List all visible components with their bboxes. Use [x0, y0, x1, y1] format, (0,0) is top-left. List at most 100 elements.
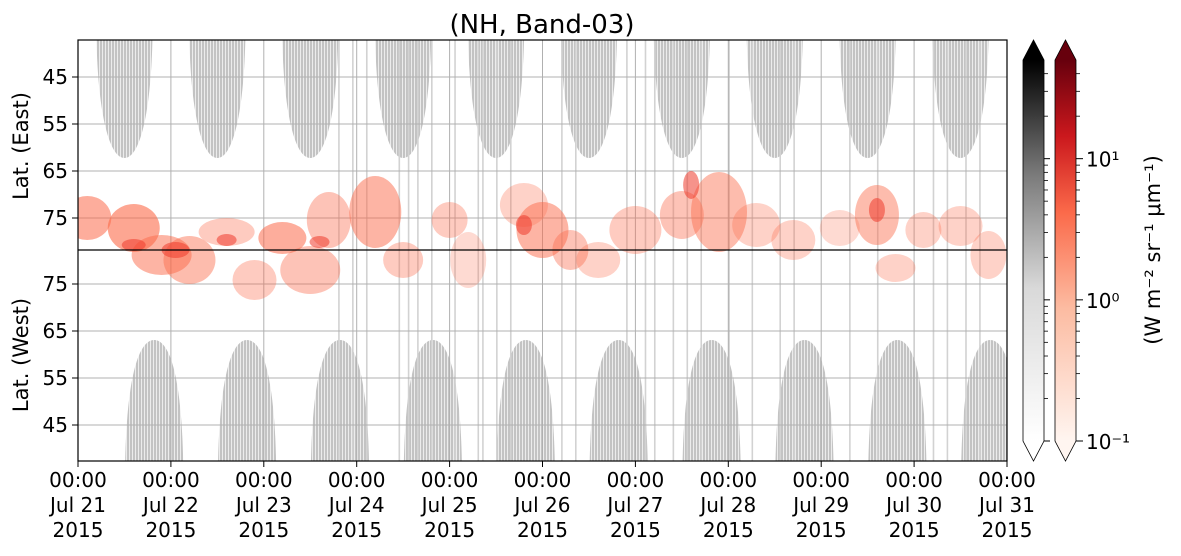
x-tick-label: Jul 24	[327, 493, 385, 517]
x-tick-label: 2015	[889, 518, 940, 542]
sunlit-mask-west	[496, 340, 555, 461]
x-tick-label: 2015	[703, 518, 754, 542]
emission-hotspot	[683, 171, 700, 199]
x-tick-label: 2015	[796, 518, 847, 542]
sunlit-mask-east	[96, 40, 153, 158]
x-tick-label: Jul 29	[791, 493, 849, 517]
emission-patch	[258, 222, 307, 254]
x-tick-label: 2015	[145, 518, 196, 542]
y-tick-west-label: 45	[43, 413, 68, 437]
x-tick-label: Jul 26	[513, 493, 571, 517]
colorbar-greys	[1022, 39, 1045, 462]
y-tick-west-label: 65	[43, 319, 68, 343]
x-tick-label: 2015	[238, 518, 289, 542]
sunlit-mask-east	[932, 40, 989, 158]
emission-patch	[516, 202, 569, 258]
sunlit-mask-east	[282, 40, 339, 158]
emission-hotspot	[515, 215, 532, 235]
sunlit-mask-east	[560, 40, 617, 158]
emission-layer	[78, 171, 1007, 300]
x-tick-label: 2015	[982, 518, 1033, 542]
y-tick-west-label: 75	[43, 272, 68, 296]
sunlit-mask-west	[682, 340, 741, 461]
emission-hotspot	[121, 239, 146, 251]
colorbar-reds	[1054, 39, 1077, 462]
sunlit-mask-east	[189, 40, 246, 158]
emission-patch	[819, 210, 860, 246]
sunlit-mask-west	[589, 340, 648, 461]
emission-patch	[691, 172, 748, 252]
emission-patch	[970, 231, 1007, 279]
sunlit-mask-west	[125, 340, 184, 461]
x-tick-label: Jul 23	[234, 493, 292, 517]
emission-patch	[450, 232, 487, 288]
y-tick-east-label: 55	[43, 112, 68, 136]
x-tick-label: 00:00	[514, 468, 572, 492]
x-tick-label: 2015	[517, 518, 568, 542]
sunlit-mask-east	[746, 40, 803, 158]
colorbar-greys-bottom-arrow	[1023, 441, 1044, 461]
emission-patch	[431, 202, 468, 238]
sunlit-mask-west	[961, 340, 1007, 461]
emission-patch	[771, 220, 816, 260]
x-tick-label: 2015	[424, 518, 475, 542]
y-ticks-west: 75 65 55 45	[43, 272, 78, 437]
x-tick-label: 00:00	[792, 468, 850, 492]
x-tick-label: 00:00	[235, 468, 293, 492]
emission-patch	[383, 242, 424, 278]
x-tick-label: 00:00	[421, 468, 479, 492]
x-tick-label: 00:00	[607, 468, 665, 492]
x-tick-label: 2015	[53, 518, 104, 542]
sunlit-mask-east	[839, 40, 896, 158]
x-tick-label: 00:00	[885, 468, 943, 492]
emission-hotspot	[216, 234, 237, 246]
x-tick-label: 00:00	[978, 468, 1036, 492]
colorbar-greys-top-arrow	[1023, 40, 1044, 60]
x-tick-label: Jul 27	[605, 493, 663, 517]
y-ticks-east: 45 55 65 75	[43, 65, 78, 230]
sunlit-mask-west	[868, 340, 927, 461]
emission-patch	[609, 206, 662, 254]
colorbar-reds-top-arrow	[1055, 40, 1076, 60]
emission-patch	[306, 192, 351, 248]
x-tick-label: Jul 28	[698, 493, 756, 517]
y-tick-east-label: 75	[43, 206, 68, 230]
y-label-east: Lat. (East)	[9, 92, 33, 200]
emission-patch	[232, 260, 277, 300]
y-tick-east-label: 65	[43, 159, 68, 183]
emission-patch	[198, 218, 255, 246]
emission-patch	[875, 254, 916, 282]
emission-patch	[938, 206, 983, 246]
x-tick-label: 00:00	[49, 468, 107, 492]
x-tick-label: Jul 22	[141, 493, 199, 517]
chart-title: (NH, Band-03)	[449, 10, 634, 40]
x-tick-label: 00:00	[328, 468, 386, 492]
y-tick-west-label: 55	[43, 366, 68, 390]
emission-patch	[905, 212, 942, 248]
sunlit-mask-west	[403, 340, 462, 461]
sunlit-mask-west	[310, 340, 369, 461]
sunlit-mask-west	[775, 340, 834, 461]
colorbar-label: (W m⁻² sr⁻¹ μm⁻¹)	[1141, 155, 1165, 345]
x-tick-label: Jul 30	[884, 493, 942, 517]
emission-patch	[280, 246, 341, 294]
x-tick-label: 2015	[331, 518, 382, 542]
x-tick-label: Jul 25	[420, 493, 478, 517]
sunlit-mask-west	[218, 340, 277, 461]
y-tick-east-label: 45	[43, 65, 68, 89]
x-tick-label: 00:00	[699, 468, 757, 492]
colorbar-tick-label: 10¹	[1086, 148, 1119, 172]
colorbar-ticks: 10⁻¹ 10⁰ 10¹	[1044, 73, 1130, 454]
x-tick-label: 2015	[610, 518, 661, 542]
colorbar-reds-bottom-arrow	[1055, 441, 1076, 461]
emission-hotspot	[868, 198, 885, 222]
sunlit-mask-east	[375, 40, 432, 158]
emission-patch	[659, 191, 704, 239]
sunlit-mask-east	[653, 40, 710, 158]
emission-patch	[349, 176, 402, 248]
emission-patch	[576, 242, 621, 278]
x-tick-label: Jul 21	[48, 493, 106, 517]
colorbar-tick-label: 10⁻¹	[1086, 430, 1130, 454]
